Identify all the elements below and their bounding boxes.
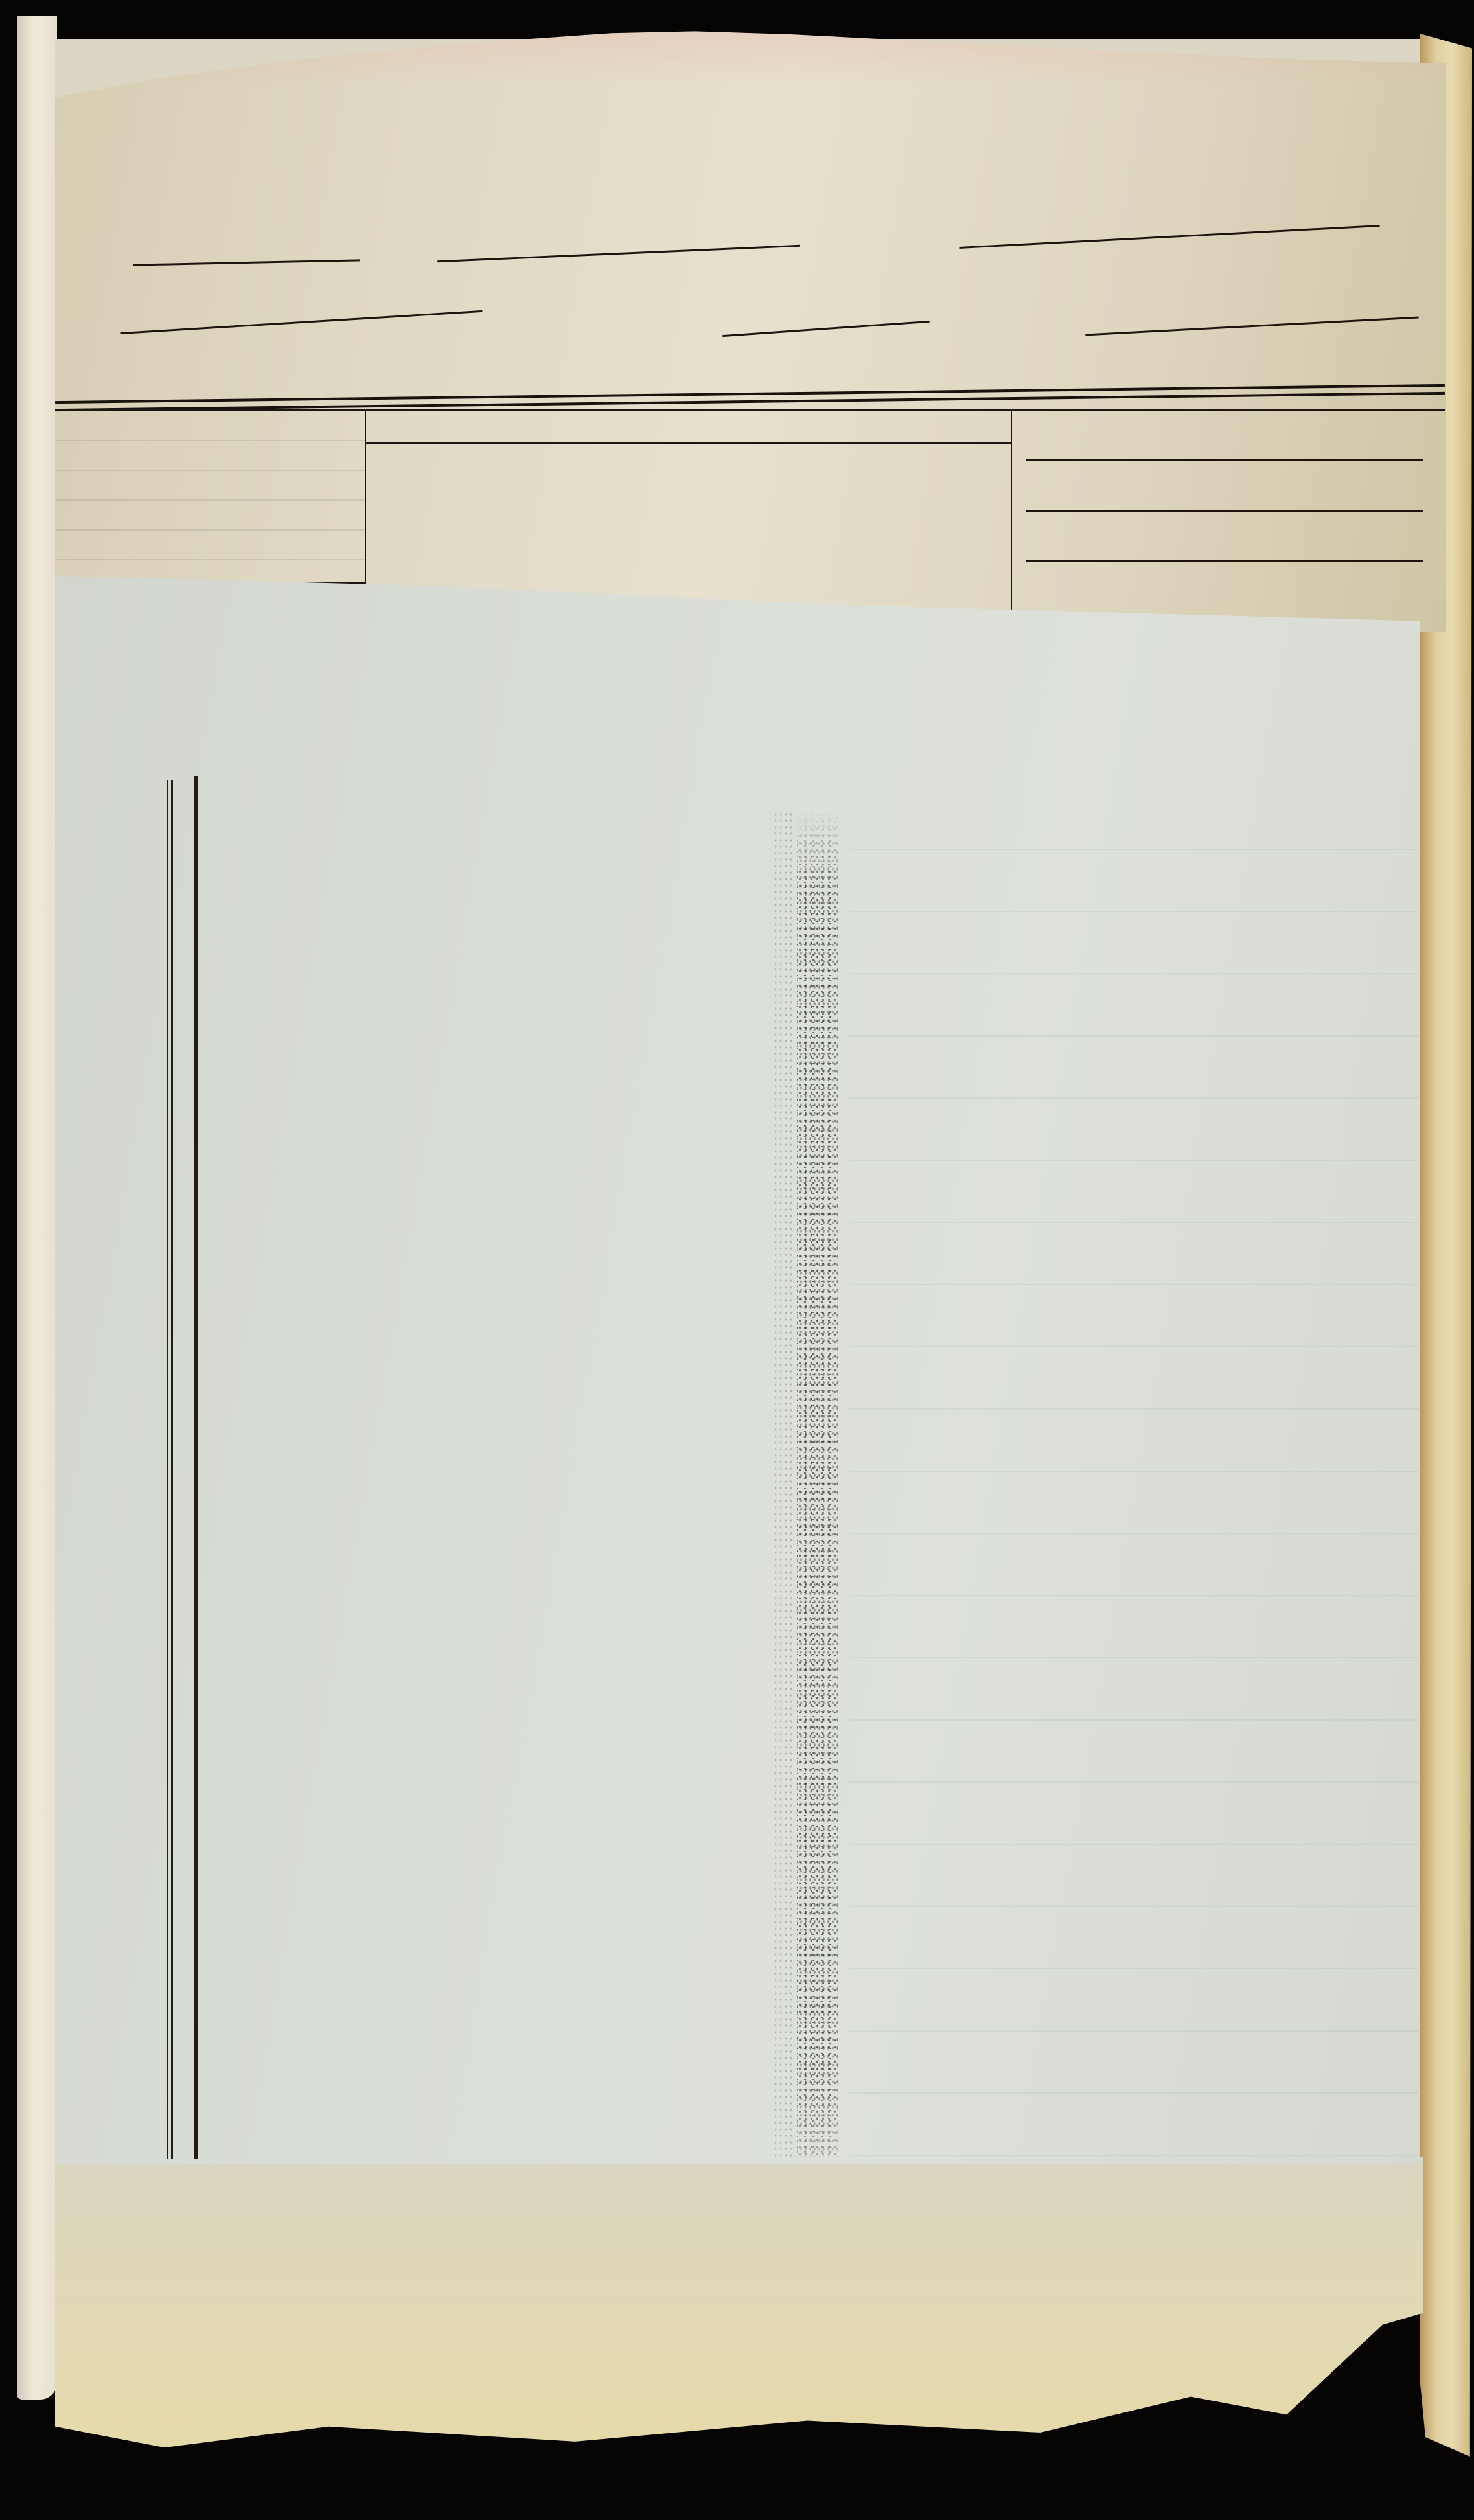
stat-line xyxy=(1021,506,1423,512)
card-rule xyxy=(167,780,168,2159)
book-page-left-edge xyxy=(17,16,57,2400)
roster-table xyxy=(56,409,1445,612)
graduation-statistics-block xyxy=(366,411,1012,612)
school-year-line xyxy=(1085,316,1419,336)
card-rotated-content xyxy=(55,771,849,2164)
subject-columns xyxy=(366,444,1011,612)
page-title xyxy=(444,133,1040,142)
school-line xyxy=(959,224,1380,249)
inspection-table xyxy=(194,776,198,2159)
stat-underline xyxy=(1026,454,1423,461)
health-inspection-card xyxy=(55,575,1420,2164)
stat-underline xyxy=(1026,506,1423,512)
torn-edge-speckle xyxy=(797,811,838,2157)
card-rule xyxy=(171,780,173,2159)
race-line xyxy=(722,320,930,338)
stat-line xyxy=(1021,555,1423,562)
stats-block xyxy=(1012,411,1445,612)
teacher-line xyxy=(120,310,483,335)
district-line xyxy=(437,244,800,263)
torn-edge-speckle-light xyxy=(773,811,795,2157)
term-report-form xyxy=(55,31,1446,632)
division-line xyxy=(133,259,360,266)
graduation-statistics-header xyxy=(366,411,1011,444)
note-line-2 xyxy=(56,345,1436,374)
stat-line xyxy=(1021,454,1423,461)
bleed-through-lines xyxy=(849,849,1419,2164)
book-page-bottom-edge xyxy=(55,2157,1423,2448)
stat-underline xyxy=(1026,555,1423,562)
